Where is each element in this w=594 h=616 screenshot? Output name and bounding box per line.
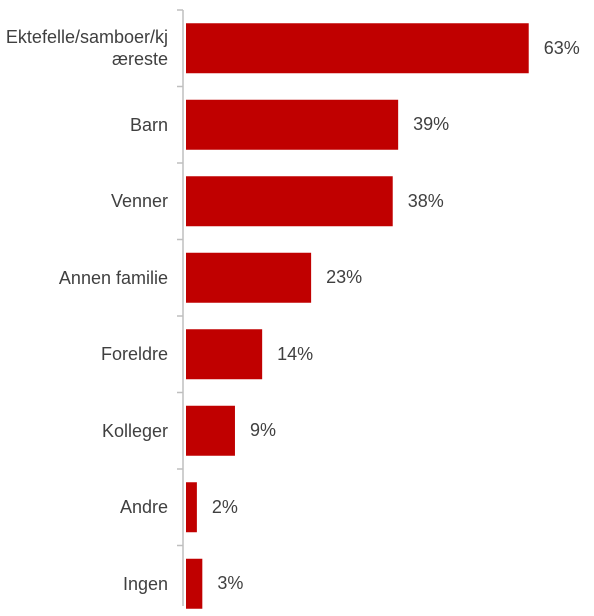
category-label: Ingen bbox=[122, 573, 168, 594]
value-label: 23% bbox=[326, 267, 363, 288]
category-label: Barn bbox=[129, 114, 168, 135]
category-label: Foreldre bbox=[100, 344, 168, 365]
category-label: Ektefelle/samboer/kjæreste bbox=[5, 27, 168, 70]
category-label: Andre bbox=[119, 497, 168, 518]
bar bbox=[186, 482, 197, 533]
category-label: Venner bbox=[110, 191, 168, 212]
bar bbox=[186, 252, 312, 303]
value-label: 38% bbox=[407, 190, 444, 211]
bar bbox=[186, 558, 203, 609]
bar bbox=[186, 99, 399, 150]
bar bbox=[186, 23, 529, 74]
value-label: 39% bbox=[413, 114, 450, 135]
value-label: 2% bbox=[211, 496, 238, 517]
value-label: 63% bbox=[543, 37, 580, 58]
value-label: 9% bbox=[249, 420, 276, 441]
bar bbox=[186, 405, 235, 456]
value-label: 3% bbox=[217, 573, 244, 594]
category-label: Annen familie bbox=[58, 267, 168, 288]
category-label: Kolleger bbox=[101, 420, 168, 441]
value-label: 14% bbox=[277, 343, 314, 364]
bar bbox=[186, 176, 393, 227]
bar bbox=[186, 329, 263, 380]
